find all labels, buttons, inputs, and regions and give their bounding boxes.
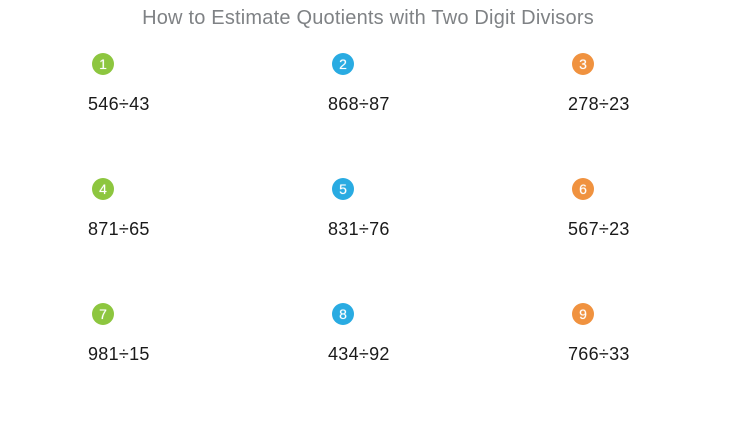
problem-expression: 868÷87 xyxy=(328,94,390,114)
problem-number-badge: 2 xyxy=(332,53,354,75)
page-title: How to Estimate Quotients with Two Digit… xyxy=(142,7,594,29)
problem-number-badge: 6 xyxy=(572,178,594,200)
problem-number-badge: 8 xyxy=(332,303,354,325)
problem-item: 2 868÷87 xyxy=(328,53,528,115)
problem-expression: 871÷65 xyxy=(88,219,150,239)
problem-expression: 434÷92 xyxy=(328,344,390,364)
problem-expression: 766÷33 xyxy=(568,344,630,364)
problem-number-badge: 7 xyxy=(92,303,114,325)
problem-item: 8 434÷92 xyxy=(328,303,528,365)
problem-item: 6 567÷23 xyxy=(568,178,736,240)
problem-item: 9 766÷33 xyxy=(568,303,736,365)
problem-item: 4 871÷65 xyxy=(88,178,288,240)
problem-number-badge: 9 xyxy=(572,303,594,325)
problem-expression: 546÷43 xyxy=(88,94,150,114)
problem-number-badge: 3 xyxy=(572,53,594,75)
problem-expression: 981÷15 xyxy=(88,344,150,364)
problem-expression: 278÷23 xyxy=(568,94,630,114)
problem-expression: 831÷76 xyxy=(328,219,390,239)
problem-item: 7 981÷15 xyxy=(88,303,288,365)
problem-number-badge: 1 xyxy=(92,53,114,75)
problem-number-badge: 4 xyxy=(92,178,114,200)
problem-item: 5 831÷76 xyxy=(328,178,528,240)
problem-item: 3 278÷23 xyxy=(568,53,736,115)
problem-expression: 567÷23 xyxy=(568,219,630,239)
problem-number-badge: 5 xyxy=(332,178,354,200)
problem-item: 1 546÷43 xyxy=(88,53,288,115)
